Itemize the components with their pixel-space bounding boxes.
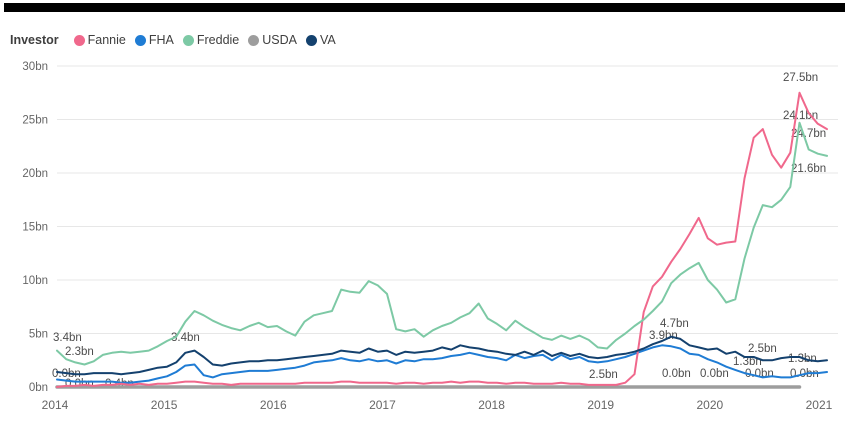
window-chrome-bar [4, 3, 845, 12]
x-axis-tick-2014: 2014 [42, 398, 69, 412]
legend-dot-usda [248, 34, 260, 46]
x-axis-tick-2021: 2021 [806, 398, 833, 412]
x-axis-tick-2016: 2016 [260, 398, 287, 412]
legend-item-usda[interactable]: USDA [248, 33, 297, 47]
legend-item-fannie[interactable]: Fannie [73, 33, 126, 47]
legend-title: Investor [10, 33, 59, 47]
legend-dot-freddie [182, 34, 194, 46]
annotation-7-4.7bn: 4.7bn [660, 318, 689, 330]
annotation-17-24.1bn: 24.1bn [783, 110, 818, 122]
x-axis-tick-2020: 2020 [696, 398, 723, 412]
annotation-1-2.3bn: 2.3bn [65, 346, 94, 358]
legend-label-va: VA [320, 33, 336, 47]
series-line-freddie [56, 121, 828, 366]
series-line-fha [56, 344, 828, 384]
legend-item-freddie[interactable]: Freddie [182, 33, 240, 47]
annotation-18-24.7bn: 24.7bn [791, 128, 826, 140]
legend-dot-va [306, 34, 317, 46]
y-axis-tick-20bn: 20bn [22, 168, 48, 180]
legend-label-fha: FHA [148, 33, 174, 47]
x-axis-tick-2019: 2019 [587, 398, 614, 412]
x-axis-tick-2017: 2017 [369, 398, 396, 412]
annotation-0-3.4bn: 3.4bn [53, 332, 82, 344]
legend-label-fannie: Fannie [87, 33, 126, 47]
y-axis-tick-5bn: 5bn [29, 329, 48, 341]
annotation-19-21.6bn: 21.6bn [791, 163, 826, 175]
legend-label-usda: USDA [262, 33, 297, 47]
y-axis-tick-15bn: 15bn [22, 222, 48, 234]
x-axis-tick-2018: 2018 [478, 398, 505, 412]
annotation-16-27.5bn: 27.5bn [783, 72, 818, 84]
annotation-8-3.9bn: 3.9bn [649, 330, 678, 342]
annotation-10-1.3bn: 1.3bn [733, 356, 762, 368]
legend-item-fha[interactable]: FHA [134, 33, 174, 47]
annotation-9-2.5bn: 2.5bn [748, 343, 777, 355]
legend-dot-fannie [73, 34, 85, 46]
annotation-12-0.0bn: 0.0bn [662, 368, 691, 380]
y-axis-tick-0bn: 0bn [29, 382, 48, 394]
y-axis-tick-25bn: 25bn [22, 115, 48, 127]
y-axis-tick-10bn: 10bn [22, 275, 48, 287]
legend-label-freddie: Freddie [196, 33, 240, 47]
series-line-va [56, 335, 828, 376]
y-axis-tick-30bn: 30bn [22, 61, 48, 73]
legend-item-va[interactable]: VA [306, 33, 336, 47]
annotation-13-0.0bn: 0.0bn [700, 368, 729, 380]
chart-legend: Investor Fannie FHA Freddie USDA VA [10, 33, 345, 47]
annotation-6-2.5bn: 2.5bn [589, 369, 618, 381]
x-axis-tick-2015: 2015 [151, 398, 178, 412]
series-line-fannie [56, 91, 828, 388]
legend-dot-fha [134, 34, 146, 46]
